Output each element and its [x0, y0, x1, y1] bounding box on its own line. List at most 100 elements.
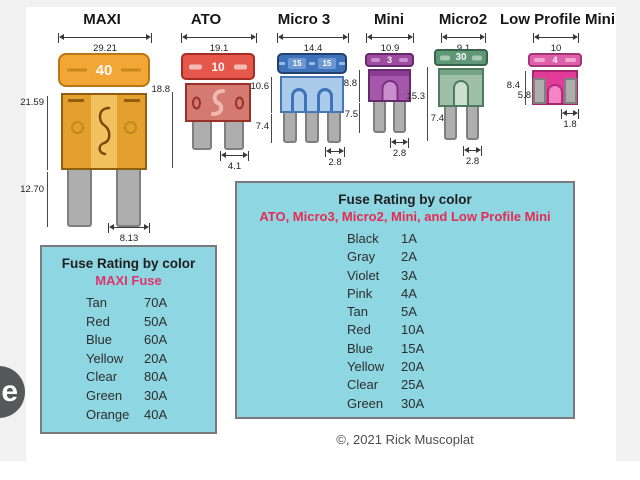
dimension-line [525, 71, 526, 105]
dimension-line [359, 103, 360, 133]
ato-leg [192, 122, 212, 150]
fuse-rating-value: 20A [401, 359, 425, 375]
maxi-center-panel [91, 95, 117, 168]
body-hole [192, 96, 201, 109]
micro3-rating-label: 15 [288, 58, 306, 69]
table-row: Violet 3A [347, 267, 573, 285]
micro3-leg-height-dim: 7.4 [255, 121, 269, 132]
fuse-color-name: Violet [347, 267, 380, 283]
table-subtitle: MAXI Fuse [95, 273, 162, 288]
cap-slot [440, 55, 450, 60]
fuse-color-name: Yellow [347, 359, 385, 375]
fuse-rating-value: 15A [401, 340, 425, 356]
micro3-fuse-body [280, 76, 344, 113]
fuse-color-name: Clear [347, 377, 379, 393]
small-fuse-rating-table: Fuse Rating by color ATO, Micro3, Micro2… [235, 181, 575, 419]
maxi-leg-height-dim: 12.70 [20, 184, 44, 195]
micro3-leg [283, 113, 297, 143]
ato-foot-dimension: 4.1 [220, 151, 249, 172]
lpm-total-height-dim: 8.4 [506, 80, 520, 91]
dimension-line [47, 96, 48, 170]
body-rivet [71, 121, 84, 134]
dimension-line [359, 70, 360, 102]
cap-slot [121, 68, 141, 72]
table-rows: Black 1A Gray 2A Violet 3A Pink 4A Tan 5A Red… [237, 230, 573, 413]
body-band [440, 70, 482, 75]
fuse-lpm-title: Low Profile Mini [500, 11, 615, 28]
micro2-leg [466, 107, 479, 140]
table-row: Yellow 20A [347, 358, 573, 376]
fuse-color-name: Pink [347, 285, 373, 301]
fuse-rating-value: 30A [401, 395, 425, 411]
micro3-rating-label: 15 [318, 58, 336, 69]
fuse-color-name: Orange [86, 406, 130, 422]
ato-fuse-body [185, 83, 251, 122]
micro2-fuse-body [438, 68, 484, 107]
mini-fuse-cap: 3 [365, 53, 414, 67]
micro2-leg [444, 107, 457, 140]
micro3-leg [305, 113, 319, 143]
fuse-rating-value: 25A [401, 377, 425, 393]
body-slot [124, 99, 140, 102]
fuse-rating-value: 4A [401, 285, 417, 301]
cap-slot [308, 62, 316, 65]
fuse-element-icon [317, 88, 333, 111]
letterbox-right [616, 0, 640, 461]
maxi-leg [116, 170, 141, 227]
table-row: Blue 15A [347, 340, 573, 358]
table-rows: Tan 70A Red 50A Blue 60A Yellow 20A Clear 80A… [42, 294, 215, 424]
fuse-rating-value: 40A [144, 406, 168, 422]
table-row: Black 1A [347, 230, 573, 248]
fuse-color-name: Blue [86, 332, 113, 348]
lpm-foot-dimension: 1.8 [561, 109, 579, 130]
fuse-rating-value: 50A [144, 313, 168, 329]
fuse-color-name: Tan [347, 304, 368, 320]
maxi-rating-table: Fuse Rating by color MAXI Fuse Tan 70A Re… [40, 245, 217, 434]
cap-slot [279, 62, 286, 65]
cap-slot [234, 64, 247, 69]
dimension-line [47, 172, 48, 227]
table-title: Fuse Rating by color [61, 256, 196, 271]
micro3-foot-dimension: 2.8 [325, 147, 345, 168]
e-letter: e [1, 375, 18, 408]
fuse-element-icon [98, 106, 111, 156]
lpm-fuse-cap: 4 [528, 53, 582, 67]
fuse-color-name: Green [86, 387, 123, 403]
table-row: Green 30A [86, 387, 215, 406]
fuse-color-name: Red [347, 322, 371, 338]
table-row: Gray 2A [347, 248, 573, 266]
fuse-maxi-title: MAXI [83, 11, 121, 28]
copyright-text: ©, 2021 Rick Muscoplat [336, 432, 474, 447]
maxi-width-dimension: 29.21 [58, 33, 152, 54]
dimension-line [271, 77, 272, 113]
table-row: Clear 25A [347, 376, 573, 394]
cap-slot [338, 62, 345, 65]
cap-slot [371, 58, 380, 62]
fuse-color-name: Gray [347, 249, 376, 265]
mini-body-height-dim: 8.8 [343, 78, 357, 89]
table-title: Fuse Rating by color [338, 192, 472, 207]
table-row: Tan 5A [347, 303, 573, 321]
fuse-rating-value: 80A [144, 369, 168, 385]
fuse-color-name: Yellow [86, 350, 124, 366]
fuse-color-name: Tan [86, 295, 107, 310]
fuse-element-icon [381, 80, 398, 100]
body-hole [235, 96, 244, 109]
lpm-body-height-dim: 5.8 [517, 90, 531, 101]
fuse-color-name: Blue [347, 340, 374, 356]
cap-slot [472, 55, 482, 60]
fuse-rating-value: 1A [401, 231, 417, 246]
fuse-rating-value: 30A [144, 387, 168, 403]
fuse-element-icon [211, 89, 225, 116]
maxi-fuse-body [61, 93, 147, 170]
body-rivet [124, 121, 137, 134]
micro3-body-height-dim: 10.6 [250, 81, 270, 92]
mini-leg-height-dim: 7.5 [344, 109, 358, 120]
micro2-height-dim: 15.3 [406, 91, 426, 102]
micro3-leg [327, 113, 341, 143]
dimension-line [271, 114, 272, 143]
cap-slot [189, 64, 202, 69]
fuse-element-icon [547, 84, 563, 103]
fuse-micro3-title: Micro 3 [277, 11, 331, 28]
